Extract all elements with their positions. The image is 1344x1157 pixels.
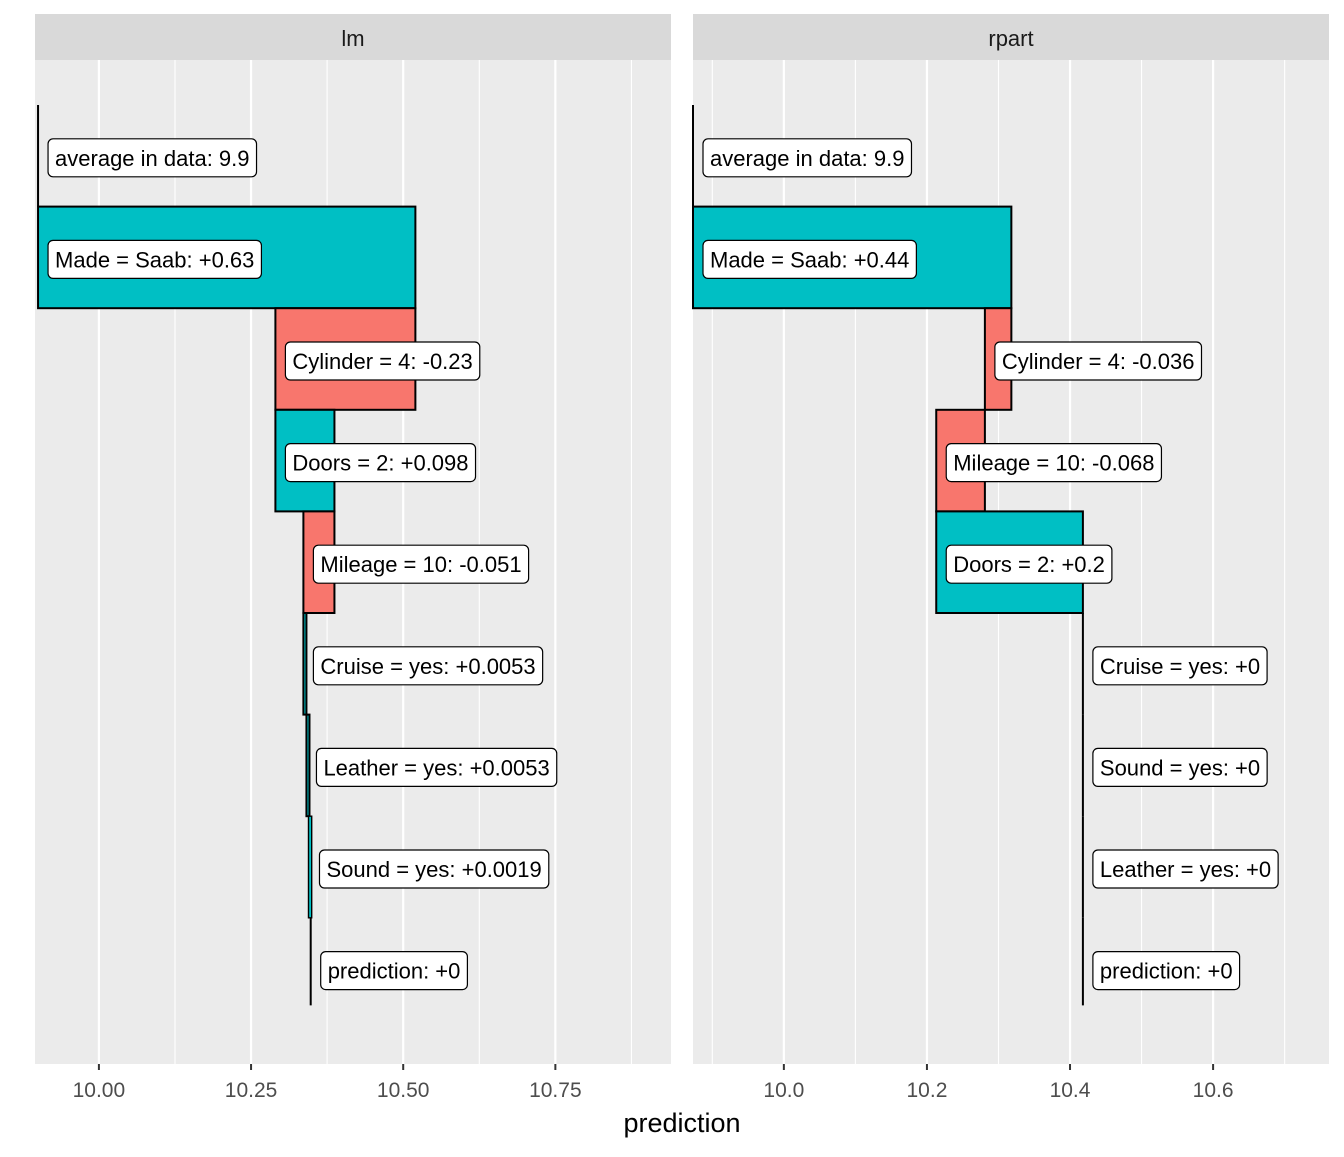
step-label-8: prediction: +0 bbox=[320, 950, 469, 991]
label-text: Cruise = yes: +0 bbox=[1100, 654, 1260, 679]
facet-strip bbox=[35, 14, 671, 60]
x-tick-label: 10.6 bbox=[1193, 1079, 1234, 1102]
step-label-7: Sound = yes: +0.0019 bbox=[318, 849, 550, 889]
step-label-4: Doors = 2: +0.2 bbox=[945, 544, 1113, 584]
label-box bbox=[945, 544, 1113, 584]
label-text: Sound = yes: +0 bbox=[1100, 755, 1260, 780]
facet-title: lm bbox=[341, 26, 364, 51]
step-label-3: Doors = 2: +0.098 bbox=[284, 443, 477, 483]
x-tick-label: 10.2 bbox=[907, 1079, 948, 1102]
x-tick-label: 10.50 bbox=[377, 1079, 430, 1102]
label-text: Cruise = yes: +0.0053 bbox=[320, 654, 535, 679]
label-text: Cylinder = 4: -0.036 bbox=[1002, 349, 1195, 374]
label-box bbox=[312, 646, 544, 686]
label-text: average in data: 9.9 bbox=[710, 146, 904, 171]
label-box bbox=[284, 341, 481, 381]
step-label-3: Mileage = 10: -0.068 bbox=[945, 443, 1163, 483]
label-box bbox=[1092, 950, 1241, 991]
waterfall-bar-5 bbox=[302, 612, 308, 716]
step-label-1: Made = Saab: +0.44 bbox=[702, 239, 917, 279]
step-label-7: Leather = yes: +0 bbox=[1092, 849, 1279, 889]
label-text: Mileage = 10: -0.051 bbox=[320, 552, 521, 577]
step-label-6: Leather = yes: +0.0053 bbox=[315, 747, 558, 788]
label-box bbox=[47, 138, 258, 178]
x-tick-label: 10.25 bbox=[225, 1079, 278, 1102]
label-box bbox=[1092, 646, 1268, 686]
label-box bbox=[1092, 849, 1279, 889]
label-box bbox=[47, 239, 263, 279]
label-text: Leather = yes: +0.0053 bbox=[323, 755, 549, 780]
x-tick-label: 10.4 bbox=[1050, 1079, 1091, 1102]
label-box bbox=[1092, 747, 1268, 788]
label-text: Cylinder = 4: -0.23 bbox=[292, 349, 472, 374]
panel-rpart: rpart 10.0 10.2 10.4 10.6 average in data: 9.… bbox=[692, 14, 1329, 1102]
label-text: Doors = 2: +0.2 bbox=[953, 552, 1105, 577]
waterfall-bar-6 bbox=[305, 713, 311, 818]
label-box bbox=[702, 239, 917, 279]
step-label-4: Mileage = 10: -0.051 bbox=[312, 544, 530, 584]
step-label-0: average in data: 9.9 bbox=[47, 138, 258, 178]
label-text: Doors = 2: +0.098 bbox=[292, 451, 468, 476]
step-label-2: Cylinder = 4: -0.036 bbox=[994, 341, 1203, 381]
label-text: Sound = yes: +0.0019 bbox=[326, 857, 541, 882]
x-tick-label: 10.0 bbox=[763, 1079, 804, 1102]
x-tick-label: 10.00 bbox=[73, 1079, 126, 1102]
label-text: Mileage = 10: -0.068 bbox=[953, 451, 1154, 476]
step-label-0: average in data: 9.9 bbox=[702, 138, 913, 178]
step-label-8: prediction: +0 bbox=[1092, 950, 1241, 991]
label-box bbox=[284, 443, 477, 483]
label-box bbox=[312, 544, 530, 584]
x-tick-label: 10.75 bbox=[529, 1079, 582, 1102]
label-box bbox=[318, 849, 550, 889]
x-axis-title: prediction bbox=[623, 1108, 740, 1138]
label-box bbox=[994, 341, 1203, 381]
facet-title: rpart bbox=[988, 26, 1033, 51]
panel-lm: lm 10.00 10.25 10.50 10.75 average in data: 9… bbox=[35, 14, 671, 1102]
label-text: Made = Saab: +0.44 bbox=[710, 247, 909, 272]
label-text: average in data: 9.9 bbox=[55, 146, 249, 171]
label-box bbox=[315, 747, 558, 788]
step-label-5: Cruise = yes: +0 bbox=[1092, 646, 1268, 686]
step-label-6: Sound = yes: +0 bbox=[1092, 747, 1268, 788]
label-box bbox=[702, 138, 913, 178]
step-label-2: Cylinder = 4: -0.23 bbox=[284, 341, 481, 381]
step-label-5: Cruise = yes: +0.0053 bbox=[312, 646, 544, 686]
label-box bbox=[945, 443, 1163, 483]
facet-strip bbox=[693, 14, 1329, 60]
label-text: prediction: +0 bbox=[1100, 959, 1233, 984]
label-text: Made = Saab: +0.63 bbox=[55, 247, 254, 272]
label-text: prediction: +0 bbox=[328, 959, 461, 984]
step-label-1: Made = Saab: +0.63 bbox=[47, 239, 263, 279]
label-box bbox=[320, 950, 469, 991]
waterfall-bar-7 bbox=[307, 815, 313, 919]
label-text: Leather = yes: +0 bbox=[1100, 857, 1271, 882]
